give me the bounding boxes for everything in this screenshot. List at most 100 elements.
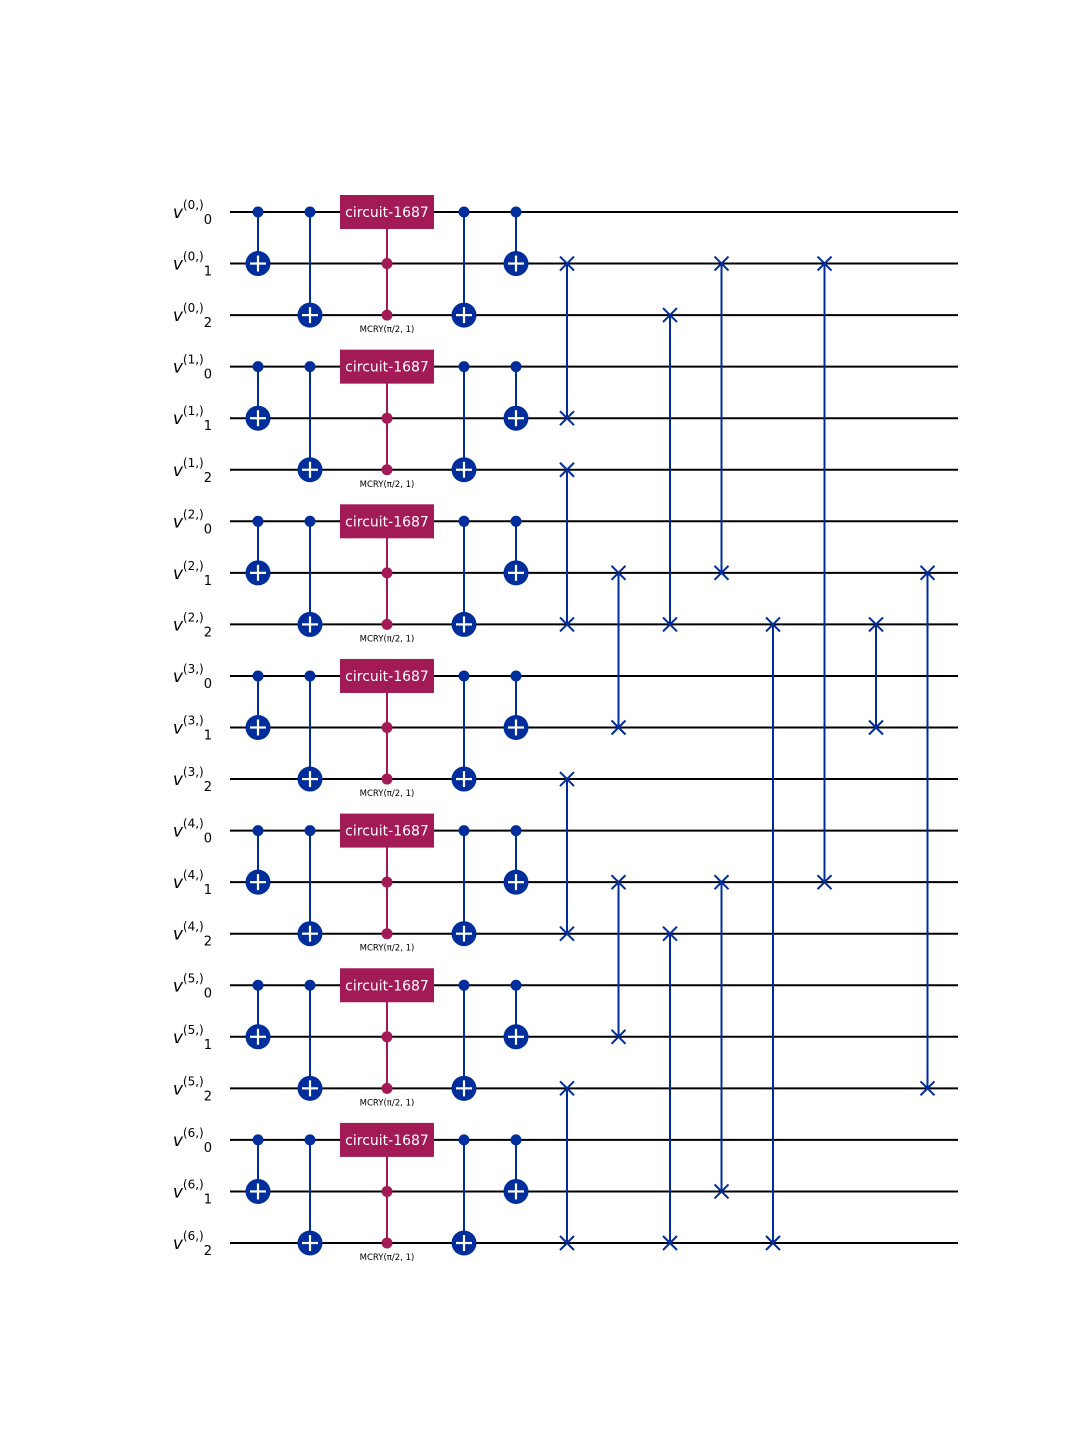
cnot-gate — [503, 1134, 529, 1204]
qubit-label: v(1,)0 — [173, 353, 212, 383]
circuit-block-label: circuit-1687 — [345, 978, 429, 994]
mcry-gate: circuit-1687 MCRY(π/2, 1) — [340, 504, 434, 644]
swap-gate — [662, 307, 678, 633]
cnot-control-dot — [458, 515, 470, 527]
circuit-block-label: circuit-1687 — [345, 669, 429, 685]
mcry-control-dot — [381, 928, 393, 940]
swap-cross-icon — [713, 565, 730, 581]
cnot-control-dot — [458, 825, 470, 837]
cnot-control-dot — [510, 825, 522, 837]
mcry-gates: circuit-1687 MCRY(π/2, 1) circuit-1687 MCRY… — [340, 195, 434, 1263]
mcry-label: MCRY(π/2, 1) — [360, 944, 415, 954]
swap-gate — [765, 616, 781, 1251]
cnot-gate — [451, 670, 477, 792]
circuit-block-label: circuit-1687 — [345, 1133, 429, 1149]
swap-cross-icon — [559, 616, 575, 633]
cnot-gate — [503, 361, 529, 431]
circuit-block-label: circuit-1687 — [345, 205, 429, 221]
cnot-control-dot — [304, 825, 316, 837]
swap-cross-icon — [559, 410, 575, 426]
cnot-gate — [297, 515, 323, 637]
swap-cross-icon — [610, 1029, 627, 1045]
mcry-control-dot — [381, 1031, 393, 1043]
cnot-control-dot — [458, 206, 470, 218]
mcry-control-dot — [381, 464, 393, 476]
cnot-gates — [245, 206, 529, 1256]
swap-cross-icon — [662, 925, 678, 942]
qubit-label: v(0,)2 — [173, 301, 212, 331]
cnot-control-dot — [510, 206, 522, 218]
swap-cross-icon — [765, 1235, 781, 1251]
qubit-label: v(2,)1 — [173, 559, 212, 589]
qubit-label: v(3,)1 — [173, 714, 212, 744]
swap-gate — [559, 255, 575, 426]
swap-gate — [559, 462, 575, 633]
cnot-control-dot — [304, 1134, 316, 1146]
mcry-control-dot — [381, 1237, 393, 1249]
mcry-gate: circuit-1687 MCRY(π/2, 1) — [340, 968, 434, 1108]
mcry-control-dot — [381, 1185, 393, 1197]
swap-gates — [559, 255, 936, 1251]
cnot-control-dot — [252, 979, 264, 991]
swap-cross-icon — [559, 925, 575, 942]
cnot-gate — [451, 1134, 477, 1256]
swap-gate — [559, 771, 575, 942]
qubit-label: v(1,)2 — [173, 456, 212, 486]
swap-cross-icon — [713, 874, 730, 890]
mcry-control-dot — [381, 309, 393, 321]
cnot-gate — [245, 515, 271, 586]
mcry-label: MCRY(π/2, 1) — [360, 1098, 415, 1108]
mcry-label: MCRY(π/2, 1) — [360, 325, 415, 335]
cnot-control-dot — [252, 206, 264, 218]
cnot-control-dot — [458, 979, 470, 991]
cnot-control-dot — [304, 361, 316, 373]
circuit-block-label: circuit-1687 — [345, 360, 429, 376]
circuit-block — [340, 349, 434, 384]
cnot-control-dot — [304, 206, 316, 218]
cnot-gate — [245, 361, 271, 431]
swap-cross-icon — [919, 1080, 936, 1097]
qubit-label: v(4,)2 — [173, 920, 212, 950]
swap-cross-icon — [559, 1235, 575, 1251]
swap-gate — [713, 255, 730, 581]
mcry-gate: circuit-1687 MCRY(π/2, 1) — [340, 349, 434, 490]
cnot-gate — [297, 979, 323, 1101]
swap-cross-icon — [559, 462, 575, 478]
swap-gate — [919, 565, 936, 1097]
qubit-label: v(6,)2 — [173, 1229, 212, 1259]
cnot-gate — [245, 670, 271, 740]
qubit-wires — [230, 211, 958, 1244]
circuit-block — [340, 195, 434, 229]
mcry-label: MCRY(π/2, 1) — [360, 634, 415, 644]
cnot-control-dot — [458, 670, 470, 682]
cnot-gate — [297, 670, 323, 792]
cnot-gate — [451, 206, 477, 328]
qubit-label: v(0,)1 — [173, 250, 212, 280]
cnot-gate — [503, 515, 529, 586]
cnot-gate — [503, 670, 529, 740]
swap-cross-icon — [559, 771, 575, 787]
cnot-control-dot — [252, 1134, 264, 1146]
mcry-control-dot — [381, 258, 393, 270]
cnot-control-dot — [510, 670, 522, 682]
mcry-label: MCRY(π/2, 1) — [360, 1253, 415, 1263]
qubit-labels: v(0,)0 v(0,)1 v(0,)2 v(1,)0 v(1,)1 v(1,)2 v(2,… — [173, 198, 212, 1259]
swap-cross-icon — [610, 874, 627, 890]
swap-cross-icon — [662, 616, 678, 633]
swap-cross-icon — [868, 616, 884, 633]
cnot-gate — [297, 825, 323, 947]
swap-gate — [559, 1080, 575, 1251]
mcry-control-dot — [381, 722, 393, 733]
circuit-block-label: circuit-1687 — [345, 514, 429, 530]
swap-cross-icon — [662, 307, 678, 323]
cnot-control-dot — [252, 670, 264, 682]
circuit-block — [340, 813, 434, 848]
cnot-gate — [297, 1134, 323, 1256]
cnot-gate — [297, 206, 323, 328]
circuit-block — [340, 1122, 434, 1157]
swap-gate — [610, 565, 627, 736]
swap-cross-icon — [765, 616, 781, 633]
cnot-gate — [451, 361, 477, 483]
qubit-label: v(6,)1 — [173, 1177, 212, 1207]
